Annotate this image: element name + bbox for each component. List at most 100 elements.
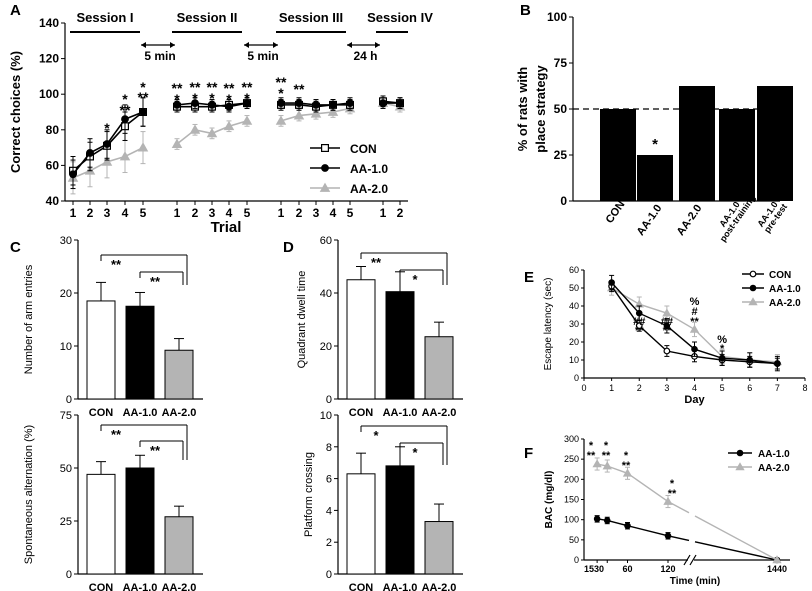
sig-mark: ** [150, 274, 161, 289]
xlabel-e: Day [684, 394, 705, 406]
ylabel-b: place strategy [533, 65, 548, 153]
ytick-label-b: 75 [554, 56, 568, 70]
interval-label-a: 24 h [353, 49, 377, 63]
ylabel: Number of arm entries [23, 264, 35, 374]
sig-mark-e: ## [633, 316, 645, 328]
data-point-a [189, 124, 201, 134]
ytick-label: 0 [66, 569, 72, 581]
sig-mark-a: ** [138, 89, 149, 105]
data-point-a [86, 149, 94, 157]
data-point-a [119, 151, 131, 161]
arrowhead-a [273, 42, 278, 48]
ytick-label: 60 [320, 235, 332, 247]
bar [86, 300, 116, 400]
sig-mark-e: ## [661, 316, 673, 328]
trial-label-a: 1 [380, 206, 387, 220]
session-label-a: Session II [177, 10, 238, 25]
xlabel-a: Trial [211, 219, 242, 236]
data-point-f [624, 522, 631, 530]
data-point-f [603, 517, 611, 524]
data-point-a [137, 142, 149, 152]
trial-label-a: 2 [296, 206, 303, 220]
panel-label: D [283, 239, 294, 256]
sig-mark-f: * [670, 478, 675, 490]
arrowhead-a [244, 42, 249, 48]
trial-label-a: 5 [140, 206, 147, 220]
data-point-e [691, 345, 698, 353]
sig-mark-a: ** [207, 79, 218, 95]
bar-b [637, 155, 673, 201]
sig-mark-a: ** [242, 79, 253, 95]
bar-b [600, 109, 636, 201]
sig-mark-f: * [604, 440, 609, 452]
data-point-f [772, 555, 782, 564]
panel-label-f: F [524, 445, 533, 462]
sig-mark: * [412, 445, 418, 460]
data-point-e [635, 309, 643, 317]
panel-label-b: B [520, 2, 531, 19]
ytick-label-a: 120 [39, 52, 59, 66]
ytick-label-b: 50 [554, 102, 568, 116]
ytick-label-f: 300 [564, 434, 579, 444]
sig-mark-b: * [652, 136, 658, 153]
sig-mark-f: ** [587, 450, 596, 462]
data-point-f [592, 459, 602, 468]
bar [164, 516, 194, 575]
legend-label-a: AA-2.0 [350, 182, 388, 196]
legend-label-a: CON [350, 142, 377, 156]
data-point-a [346, 99, 354, 107]
ytick-label-f: 0 [574, 555, 579, 565]
legend-marker-a [321, 144, 330, 153]
data-point-e [774, 360, 781, 367]
legend-marker-f [735, 462, 745, 471]
xtick-label-e: 5 [720, 383, 725, 393]
ytick-label-f: 250 [564, 454, 579, 464]
sig-mark-f: ** [622, 460, 631, 472]
data-point-f [663, 496, 673, 505]
data-point-a [327, 106, 339, 116]
ytick-label-f: 200 [564, 474, 579, 484]
sig-mark-f: ** [602, 450, 611, 462]
xtick-label-e: 3 [664, 383, 669, 393]
category-label-b: AA-2.0 [675, 203, 705, 238]
data-point-a [173, 100, 181, 109]
bar [125, 467, 155, 575]
ytick-label-a: 100 [39, 87, 59, 101]
data-point-a [171, 138, 183, 148]
data-point-a [295, 99, 303, 107]
ytick-label-e: 40 [569, 301, 579, 311]
xtick-label-f: 60 [622, 564, 632, 574]
series-line-f [694, 541, 778, 561]
ytick-label-e: 30 [569, 319, 579, 329]
ytick-label: 40 [320, 288, 332, 300]
ytick-label: 4 [326, 505, 332, 517]
data-point-e [718, 354, 726, 362]
bar [346, 473, 376, 575]
trial-label-a: 3 [104, 206, 111, 220]
data-point-a [101, 156, 113, 166]
bar-b [719, 109, 755, 201]
data-point-e [608, 279, 615, 286]
sig-mark-a: * [209, 90, 215, 106]
ytick-label: 0 [66, 394, 72, 406]
sig-mark: * [373, 428, 379, 443]
data-point-e [663, 322, 671, 330]
interval-label-a: 5 min [144, 49, 175, 63]
legend-label-e: AA-2.0 [769, 298, 801, 309]
panel-label-a: A [10, 2, 21, 19]
xtick-label-f: 1530 [584, 564, 604, 574]
data-point-a [312, 100, 320, 109]
sig-mark-e: ** [690, 316, 699, 328]
ytick-label-e: 20 [569, 337, 579, 347]
ytick-label-b: 0 [560, 194, 567, 208]
ylabel-f: BAC (mg/dl) [544, 471, 555, 529]
category-label: CON [349, 407, 374, 419]
sig-mark-a: * [226, 91, 232, 107]
legend-marker-e [748, 297, 758, 306]
xtick-label-e: 1 [609, 383, 614, 393]
sig-mark-a: * [140, 79, 146, 95]
bar [385, 291, 415, 400]
bar [86, 473, 116, 575]
ytick-label-a: 40 [46, 194, 60, 208]
sig-mark-e: # [691, 306, 697, 318]
